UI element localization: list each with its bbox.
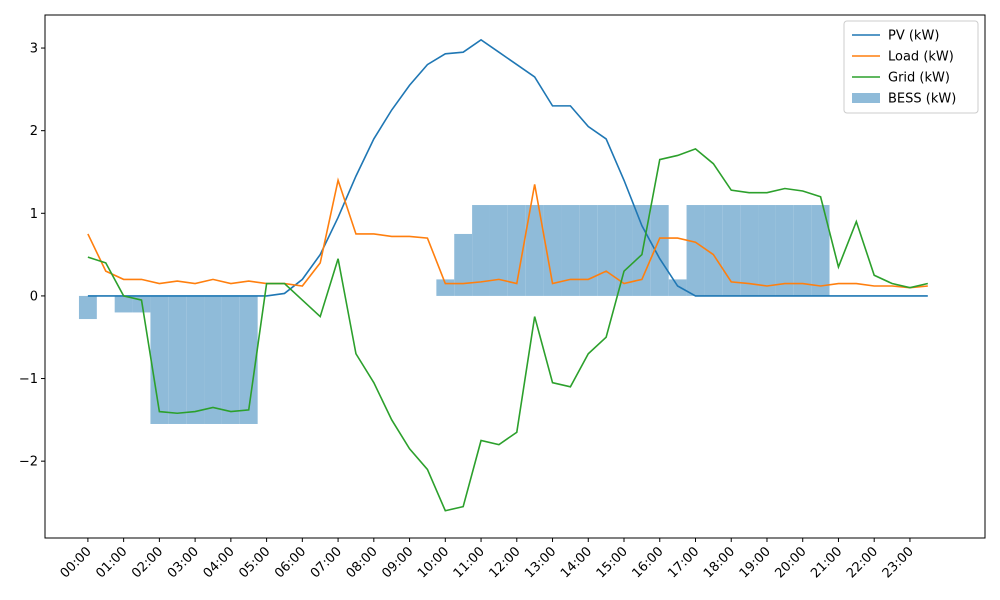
x-tick-label: 04:00 <box>201 544 238 581</box>
bess-bar <box>722 205 741 296</box>
bess-bar <box>168 295 187 424</box>
x-tick-label: 06:00 <box>272 544 309 581</box>
y-tick-label: −2 <box>19 455 38 470</box>
x-tick-label: 20:00 <box>772 544 809 581</box>
x-tick-label: 10:00 <box>415 544 452 581</box>
x-tick-label: 16:00 <box>629 544 666 581</box>
bess-bar <box>793 205 812 296</box>
bess-bar <box>114 295 133 313</box>
x-tick-label: 11:00 <box>451 544 488 581</box>
x-tick-label: 15:00 <box>594 544 631 581</box>
bess-bar <box>615 205 633 296</box>
bess-bar <box>150 295 169 424</box>
x-tick-label: 07:00 <box>308 544 345 581</box>
x-tick-label: 09:00 <box>379 544 416 581</box>
bess-bar <box>221 295 240 424</box>
bess-bar <box>597 205 616 296</box>
series-line <box>87 177 928 289</box>
x-tick-label: 22:00 <box>844 544 881 581</box>
bess-bar <box>758 205 776 296</box>
bess-bar <box>186 295 205 424</box>
bess-bar <box>811 205 830 296</box>
bess-bar <box>525 205 544 296</box>
plot-frame <box>44 14 986 539</box>
legend-swatch <box>852 93 880 103</box>
x-tick-label: 13:00 <box>522 544 559 581</box>
legend-label: Load (kW) <box>888 50 954 65</box>
x-tick-label: 12:00 <box>487 544 524 581</box>
series-line <box>87 147 928 512</box>
x-tick-label: 23:00 <box>880 544 917 581</box>
bess-bar <box>740 205 759 296</box>
bess-bar <box>78 295 97 320</box>
legend-label: BESS (kW) <box>888 92 956 107</box>
x-tick-label: 21:00 <box>808 544 845 581</box>
bess-bar <box>507 205 526 296</box>
x-tick-label: 17:00 <box>665 544 702 581</box>
y-tick-label: 1 <box>30 207 38 222</box>
legend-box <box>843 20 979 114</box>
bess-bar <box>579 205 598 296</box>
x-tick-label: 00:00 <box>58 544 95 581</box>
x-tick-label: 01:00 <box>93 544 130 581</box>
legend-label: Grid (kW) <box>888 71 950 86</box>
bess-bar <box>489 205 508 296</box>
y-tick-label: 0 <box>30 289 38 304</box>
x-tick-label: 18:00 <box>701 544 738 581</box>
x-tick-label: 14:00 <box>558 544 595 581</box>
y-tick-label: 3 <box>30 42 38 57</box>
x-tick-label: 05:00 <box>236 544 273 581</box>
legend: PV (kW) Load (kW) Grid (kW) BESS (kW) <box>843 20 979 114</box>
x-tick-label: 08:00 <box>344 544 381 581</box>
bess-bar <box>239 295 258 424</box>
bess-bar <box>704 205 723 296</box>
bess-bar <box>668 279 687 296</box>
bess-bar <box>561 205 580 296</box>
bess-bar <box>543 205 562 296</box>
x-tick-label: 03:00 <box>165 544 202 581</box>
legend-label: PV (kW) <box>888 29 939 44</box>
series-line <box>87 38 928 297</box>
bess-bar <box>472 205 490 296</box>
bess-bar <box>650 205 669 296</box>
y-tick-label: −1 <box>19 372 38 387</box>
y-tick-label: 2 <box>30 124 38 139</box>
bess-bar <box>686 205 705 296</box>
bess-bar <box>775 205 794 296</box>
x-tick-label: 02:00 <box>129 544 166 581</box>
x-tick-label: 19:00 <box>737 544 774 581</box>
bess-bar <box>204 295 222 424</box>
bess-bar <box>454 233 473 296</box>
